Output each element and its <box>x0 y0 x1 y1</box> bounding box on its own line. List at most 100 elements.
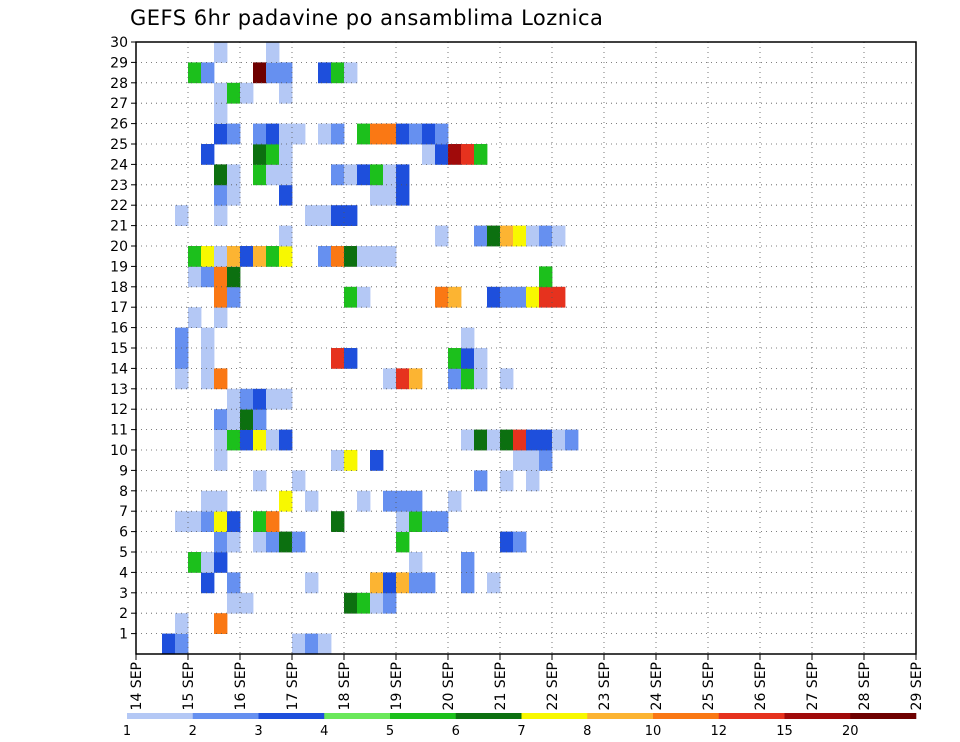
grid-layer <box>135 42 917 654</box>
x-tick-label: 27 SEP <box>805 662 821 710</box>
precip-cell <box>279 164 293 186</box>
precip-cell <box>201 511 215 532</box>
precip-cell <box>214 307 228 328</box>
precip-cell <box>240 409 254 430</box>
precip-cell <box>409 511 423 532</box>
x-tick-label: 25 SEP <box>701 662 717 710</box>
colorbar-label: 6 <box>452 724 460 739</box>
precip-cell <box>448 490 462 512</box>
precip-cell <box>396 164 410 186</box>
precip-cell <box>279 123 293 145</box>
precip-cell <box>370 592 384 614</box>
precip-cell <box>175 613 189 634</box>
precip-cell <box>435 144 449 165</box>
precip-cell <box>461 144 475 165</box>
x-tick-label: 29 SEP <box>909 662 925 710</box>
colorbar-label: 15 <box>776 724 793 739</box>
y-axis: 1234567891011121314151617181920212223242… <box>110 35 136 643</box>
precip-cell <box>383 246 397 267</box>
precip-cell <box>422 511 436 532</box>
colorbar-label: 10 <box>645 724 662 739</box>
precip-cell <box>448 348 462 369</box>
precip-cell <box>383 592 397 614</box>
colorbar-swatch <box>258 713 325 719</box>
precip-cell <box>461 552 475 573</box>
precip-cell <box>513 429 527 451</box>
x-tick-label: 15 SEP <box>181 662 197 710</box>
precip-cell <box>500 531 514 553</box>
precip-cell <box>279 388 293 410</box>
precip-cell <box>474 470 488 492</box>
precip-cell <box>240 388 254 410</box>
precip-cell <box>318 246 332 267</box>
x-tick-label: 26 SEP <box>753 662 769 710</box>
precip-cell <box>318 123 332 145</box>
precip-cell <box>357 123 371 145</box>
precip-cell <box>526 429 540 451</box>
precip-cell <box>175 368 189 390</box>
precip-cell <box>227 246 241 267</box>
x-tick-label: 21 SEP <box>493 662 509 710</box>
precip-cell <box>240 246 254 267</box>
precip-cell <box>201 368 215 390</box>
precip-cell <box>305 490 319 512</box>
precip-cell <box>201 572 215 594</box>
precip-cell <box>383 164 397 186</box>
precip-cell <box>201 62 215 84</box>
precip-cell <box>292 633 306 655</box>
precip-cell <box>526 286 540 308</box>
y-tick-label: 21 <box>110 219 128 235</box>
precip-cell <box>214 450 228 471</box>
y-tick-label: 1 <box>119 627 128 643</box>
precip-cell <box>500 368 514 390</box>
precip-cell <box>253 409 267 430</box>
precip-cell <box>331 348 345 369</box>
x-tick-label: 17 SEP <box>285 662 301 710</box>
precip-cell <box>552 286 566 308</box>
precip-cell <box>253 164 267 186</box>
colorbar-swatch <box>784 713 851 719</box>
precip-cell <box>227 388 241 410</box>
colorbar-label: 5 <box>386 724 394 739</box>
precip-cell <box>214 552 228 573</box>
precip-cell <box>357 246 371 267</box>
precip-cell <box>539 450 553 471</box>
precip-cell <box>526 450 540 471</box>
y-tick-label: 28 <box>110 76 128 92</box>
precip-cell <box>266 62 280 84</box>
precip-cell <box>370 450 384 471</box>
precip-cell <box>253 531 267 553</box>
precip-cell <box>266 511 280 532</box>
precip-cell <box>357 164 371 186</box>
precip-cell <box>396 184 410 206</box>
precip-cell <box>422 123 436 145</box>
precip-cell <box>435 123 449 145</box>
y-tick-label: 27 <box>110 96 128 112</box>
precip-cell <box>188 552 202 573</box>
x-axis: 14 SEP 15 SEP 16 SEP 17 SEP 18 SEP 19 SEP 20 S… <box>129 654 925 710</box>
x-tick-label: 19 SEP <box>389 662 405 710</box>
precip-cell <box>214 184 228 206</box>
precip-cell <box>565 429 579 451</box>
y-tick-label: 17 <box>110 300 128 316</box>
precip-cell <box>474 225 488 247</box>
y-tick-label: 10 <box>110 443 128 459</box>
colorbar-label: 12 <box>710 724 727 739</box>
y-tick-label: 12 <box>110 402 128 418</box>
precip-cell <box>214 286 228 308</box>
precip-cell <box>513 286 527 308</box>
precip-cell <box>539 429 553 451</box>
precip-cell <box>396 368 410 390</box>
y-tick-label: 20 <box>110 239 128 255</box>
y-tick-label: 8 <box>119 484 128 500</box>
y-tick-label: 25 <box>110 137 128 153</box>
precip-cell <box>461 327 475 349</box>
precip-cell <box>214 429 228 451</box>
colorbar-swatch <box>192 713 259 719</box>
precip-cell <box>513 225 527 247</box>
precip-cell <box>227 266 241 288</box>
colorbar-swatch <box>455 713 522 719</box>
precip-cell <box>227 429 241 451</box>
colorbar-swatch <box>653 713 720 719</box>
